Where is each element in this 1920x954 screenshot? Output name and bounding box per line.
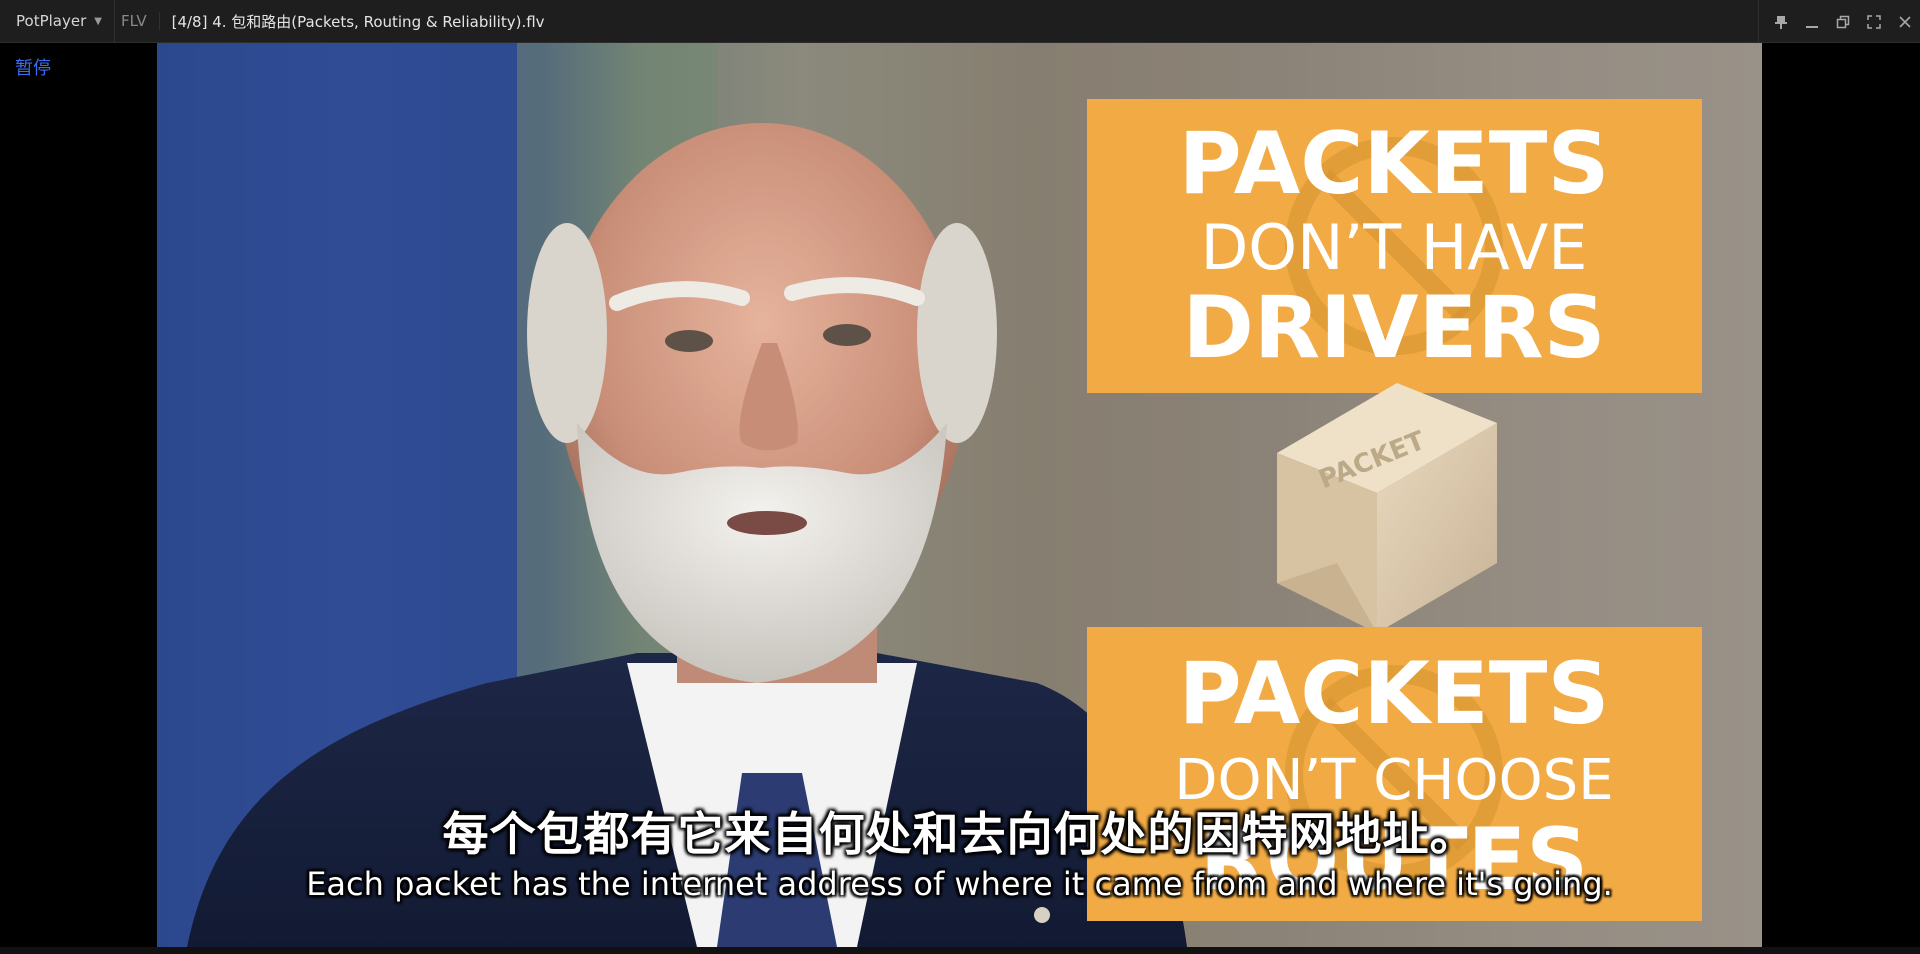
eye-left bbox=[665, 330, 713, 352]
bottom-strip bbox=[0, 947, 1920, 954]
packet-box: PACKET bbox=[1277, 383, 1497, 633]
hair-left bbox=[527, 223, 607, 443]
app-name: PotPlayer bbox=[16, 12, 87, 30]
card-top-line2: DON’T HAVE bbox=[1201, 211, 1588, 284]
tie bbox=[717, 773, 837, 947]
chevron-down-icon: ▼ bbox=[94, 15, 102, 27]
card-bottom-line2: DON’T CHOOSE bbox=[1174, 748, 1613, 813]
eyebrow-right bbox=[784, 277, 925, 306]
pin-icon[interactable] bbox=[1765, 0, 1796, 43]
video-scene: PACKETS DON’T HAVE DRIVERS PACKET PACKET… bbox=[157, 43, 1762, 947]
window-controls bbox=[1758, 0, 1920, 43]
close-icon[interactable] bbox=[1889, 0, 1920, 43]
fullscreen-icon[interactable] bbox=[1858, 0, 1889, 43]
minimize-icon[interactable] bbox=[1796, 0, 1827, 43]
format-indicator: FLV bbox=[115, 12, 160, 30]
eye-right bbox=[823, 324, 871, 346]
card-top: PACKETS DON’T HAVE DRIVERS bbox=[1087, 99, 1702, 393]
card-bottom: PACKETS DON’T CHOOSE ROUTES bbox=[1087, 627, 1702, 921]
card-bottom-line3: ROUTES bbox=[1200, 810, 1589, 910]
video-frame[interactable]: PACKETS DON’T HAVE DRIVERS PACKET PACKET… bbox=[157, 43, 1762, 947]
mouth bbox=[727, 511, 807, 535]
nose bbox=[739, 343, 798, 451]
subtitle-english: Each packet has the internet address of … bbox=[306, 865, 1613, 903]
subtitle-chinese: 每个包都有它来自何处和去向何处的因特网地址。 bbox=[442, 807, 1477, 861]
card-bottom-line1: PACKETS bbox=[1179, 644, 1610, 744]
beard bbox=[577, 423, 947, 683]
lapel-pin bbox=[1034, 907, 1050, 923]
restore-icon[interactable] bbox=[1827, 0, 1858, 43]
file-title: [4/8] 4. 包和路由(Packets, Routing & Reliabi… bbox=[171, 12, 545, 31]
card-top-line3: DRIVERS bbox=[1182, 278, 1605, 378]
card-top-line1: PACKETS bbox=[1179, 114, 1610, 214]
title-bar: PotPlayer ▼ FLV [4/8] 4. 包和路由(Packets, R… bbox=[0, 0, 1920, 43]
eyebrow-left bbox=[609, 281, 750, 311]
app-menu-button[interactable]: PotPlayer ▼ bbox=[0, 0, 115, 43]
hair-right bbox=[917, 223, 997, 443]
playback-status-osd: 暂停 bbox=[15, 58, 51, 79]
